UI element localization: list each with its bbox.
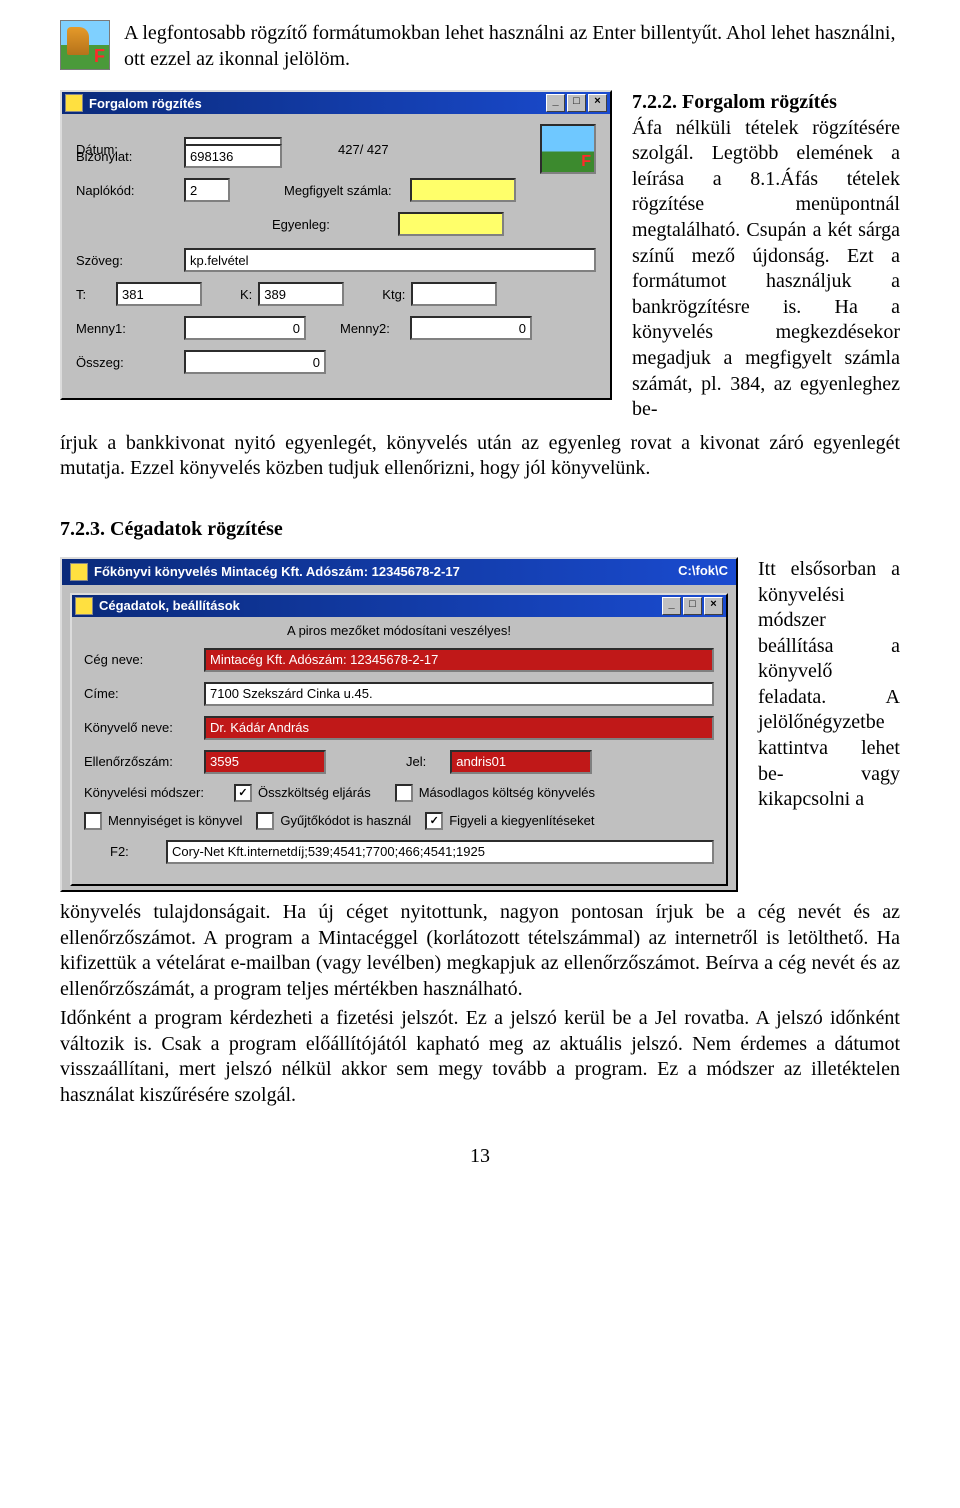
input-konyvelo[interactable]: Dr. Kádár András bbox=[204, 716, 714, 740]
input-t[interactable]: 381 bbox=[116, 282, 202, 306]
inner-close-button[interactable]: × bbox=[704, 597, 723, 615]
continuation-7-2-3b: Időnként a program kérdezheti a fizetési… bbox=[60, 1006, 900, 1108]
label-ktg: Ktg: bbox=[382, 287, 405, 302]
input-cegnev[interactable]: Mintacég Kft. Adószám: 12345678-2-17 bbox=[204, 648, 714, 672]
titlebar: Forgalom rögzítés _ □ × bbox=[62, 92, 610, 114]
body-7-2-2: Áfa nélküli tételek rögzítésére szolgál.… bbox=[632, 117, 900, 421]
forgalom-window: Forgalom rögzítés _ □ × Dátum: 0430 427/… bbox=[60, 90, 612, 400]
outer-window-icon bbox=[70, 563, 88, 581]
icon-letter: F bbox=[94, 46, 105, 67]
outer-titlebar: Főkönyvi könyvelés Mintacég Kft. Adószám… bbox=[60, 557, 738, 585]
window-icon bbox=[65, 94, 83, 112]
input-menny2[interactable]: 0 bbox=[410, 316, 532, 340]
checkbox-masodlagos[interactable] bbox=[395, 784, 413, 802]
label-egyenleg: Egyenleg: bbox=[272, 217, 392, 232]
input-bizonylat[interactable]: 698136 bbox=[184, 144, 282, 168]
input-k[interactable]: 389 bbox=[258, 282, 344, 306]
label-megfigyelt: Megfigyelt számla: bbox=[284, 183, 404, 198]
label-naplokod: Naplókód: bbox=[76, 183, 184, 198]
label-konyvelo: Könyvelő neve: bbox=[84, 720, 204, 735]
input-szoveg[interactable]: kp.felvétel bbox=[184, 248, 596, 272]
intro-text: A legfontosabb rögzítő formátumokban leh… bbox=[124, 20, 900, 72]
input-ktg[interactable] bbox=[411, 282, 497, 306]
checkbox-kiegyenlites[interactable]: ✓ bbox=[425, 812, 443, 830]
label-modszer: Könyvelési módszer: bbox=[84, 785, 234, 800]
label-cegnev: Cég neve: bbox=[84, 652, 204, 667]
label-chk3: Mennyiséget is könyvel bbox=[108, 813, 242, 828]
window-title: Forgalom rögzítés bbox=[89, 96, 202, 111]
label-chk2: Másodlagos költség könyvelés bbox=[419, 785, 595, 800]
warning-text: A piros mezőket módosítani veszélyes! bbox=[84, 623, 714, 638]
label-osszeg: Összeg: bbox=[76, 355, 184, 370]
input-naplokod[interactable]: 2 bbox=[184, 178, 230, 202]
input-osszeg[interactable]: 0 bbox=[184, 350, 326, 374]
section-7-2-3-text: Itt elsősorban a könyvelési módszer beál… bbox=[758, 557, 900, 813]
intro-row: F A legfontosabb rögzítő formátumokban l… bbox=[60, 20, 900, 72]
input-ellenor[interactable]: 3595 bbox=[204, 750, 326, 774]
label-chk1: Összköltség eljárás bbox=[258, 785, 371, 800]
close-button[interactable]: × bbox=[588, 94, 607, 112]
inner-maximize-button[interactable]: □ bbox=[683, 597, 702, 615]
heading-7-2-3: 7.2.3. Cégadatok rögzítése bbox=[60, 518, 900, 541]
label-k: K: bbox=[240, 287, 252, 302]
input-f2[interactable]: Cory-Net Kft.internetdíj;539;4541;7700;4… bbox=[166, 840, 714, 864]
inner-titlebar: Cégadatok, beállítások _ □ × bbox=[72, 595, 726, 617]
heading-7-2-2: 7.2.2. Forgalom rögzítés bbox=[632, 90, 900, 116]
label-bizonylat: Bizonylat: bbox=[76, 149, 184, 164]
input-menny1[interactable]: 0 bbox=[184, 316, 306, 340]
form-icon: F bbox=[540, 124, 596, 174]
label-menny2: Menny2: bbox=[340, 321, 404, 336]
input-cime[interactable]: 7100 Szekszárd Cinka u.45. bbox=[204, 682, 714, 706]
counter-text: 427/ 427 bbox=[338, 142, 389, 157]
maximize-button[interactable]: □ bbox=[567, 94, 586, 112]
cegadatok-window: Cégadatok, beállítások _ □ × A piros mez… bbox=[70, 593, 728, 886]
checkbox-osszkoltseg[interactable]: ✓ bbox=[234, 784, 252, 802]
inner-window-title: Cégadatok, beállítások bbox=[99, 598, 240, 613]
input-egyenleg[interactable] bbox=[398, 212, 504, 236]
label-ellenor: Ellenőrzőszám: bbox=[84, 754, 204, 769]
input-megfigyelt[interactable] bbox=[410, 178, 516, 202]
input-jel[interactable]: andris01 bbox=[450, 750, 592, 774]
checkbox-gyujtokod[interactable] bbox=[256, 812, 274, 830]
minimize-button[interactable]: _ bbox=[546, 94, 565, 112]
inner-window-icon bbox=[75, 597, 93, 615]
label-t: T: bbox=[76, 287, 116, 302]
label-szoveg: Szöveg: bbox=[76, 253, 184, 268]
continuation-7-2-2: írjuk a bankkivonat nyitó egyenlegét, kö… bbox=[60, 431, 900, 482]
label-cime: Címe: bbox=[84, 686, 204, 701]
outer-path: C:\fok\C bbox=[678, 563, 728, 581]
label-menny1: Menny1: bbox=[76, 321, 184, 336]
section-7-2-2-text: 7.2.2. Forgalom rögzítés Áfa nélküli tét… bbox=[632, 90, 900, 423]
label-chk4: Gyűjtőkódot is használ bbox=[280, 813, 411, 828]
enter-icon: F bbox=[60, 20, 110, 70]
label-f2: F2: bbox=[84, 844, 166, 859]
checkbox-mennyiseg[interactable] bbox=[84, 812, 102, 830]
inner-minimize-button[interactable]: _ bbox=[662, 597, 681, 615]
continuation-7-2-3a: könyvelés tulajdonságait. Ha új céget ny… bbox=[60, 900, 900, 1002]
label-chk5: Figyeli a kiegyenlítéseket bbox=[449, 813, 594, 828]
label-jel: Jel: bbox=[406, 754, 426, 769]
page-number: 13 bbox=[60, 1145, 900, 1168]
outer-title-text: Főkönyvi könyvelés Mintacég Kft. Adószám… bbox=[94, 564, 460, 579]
